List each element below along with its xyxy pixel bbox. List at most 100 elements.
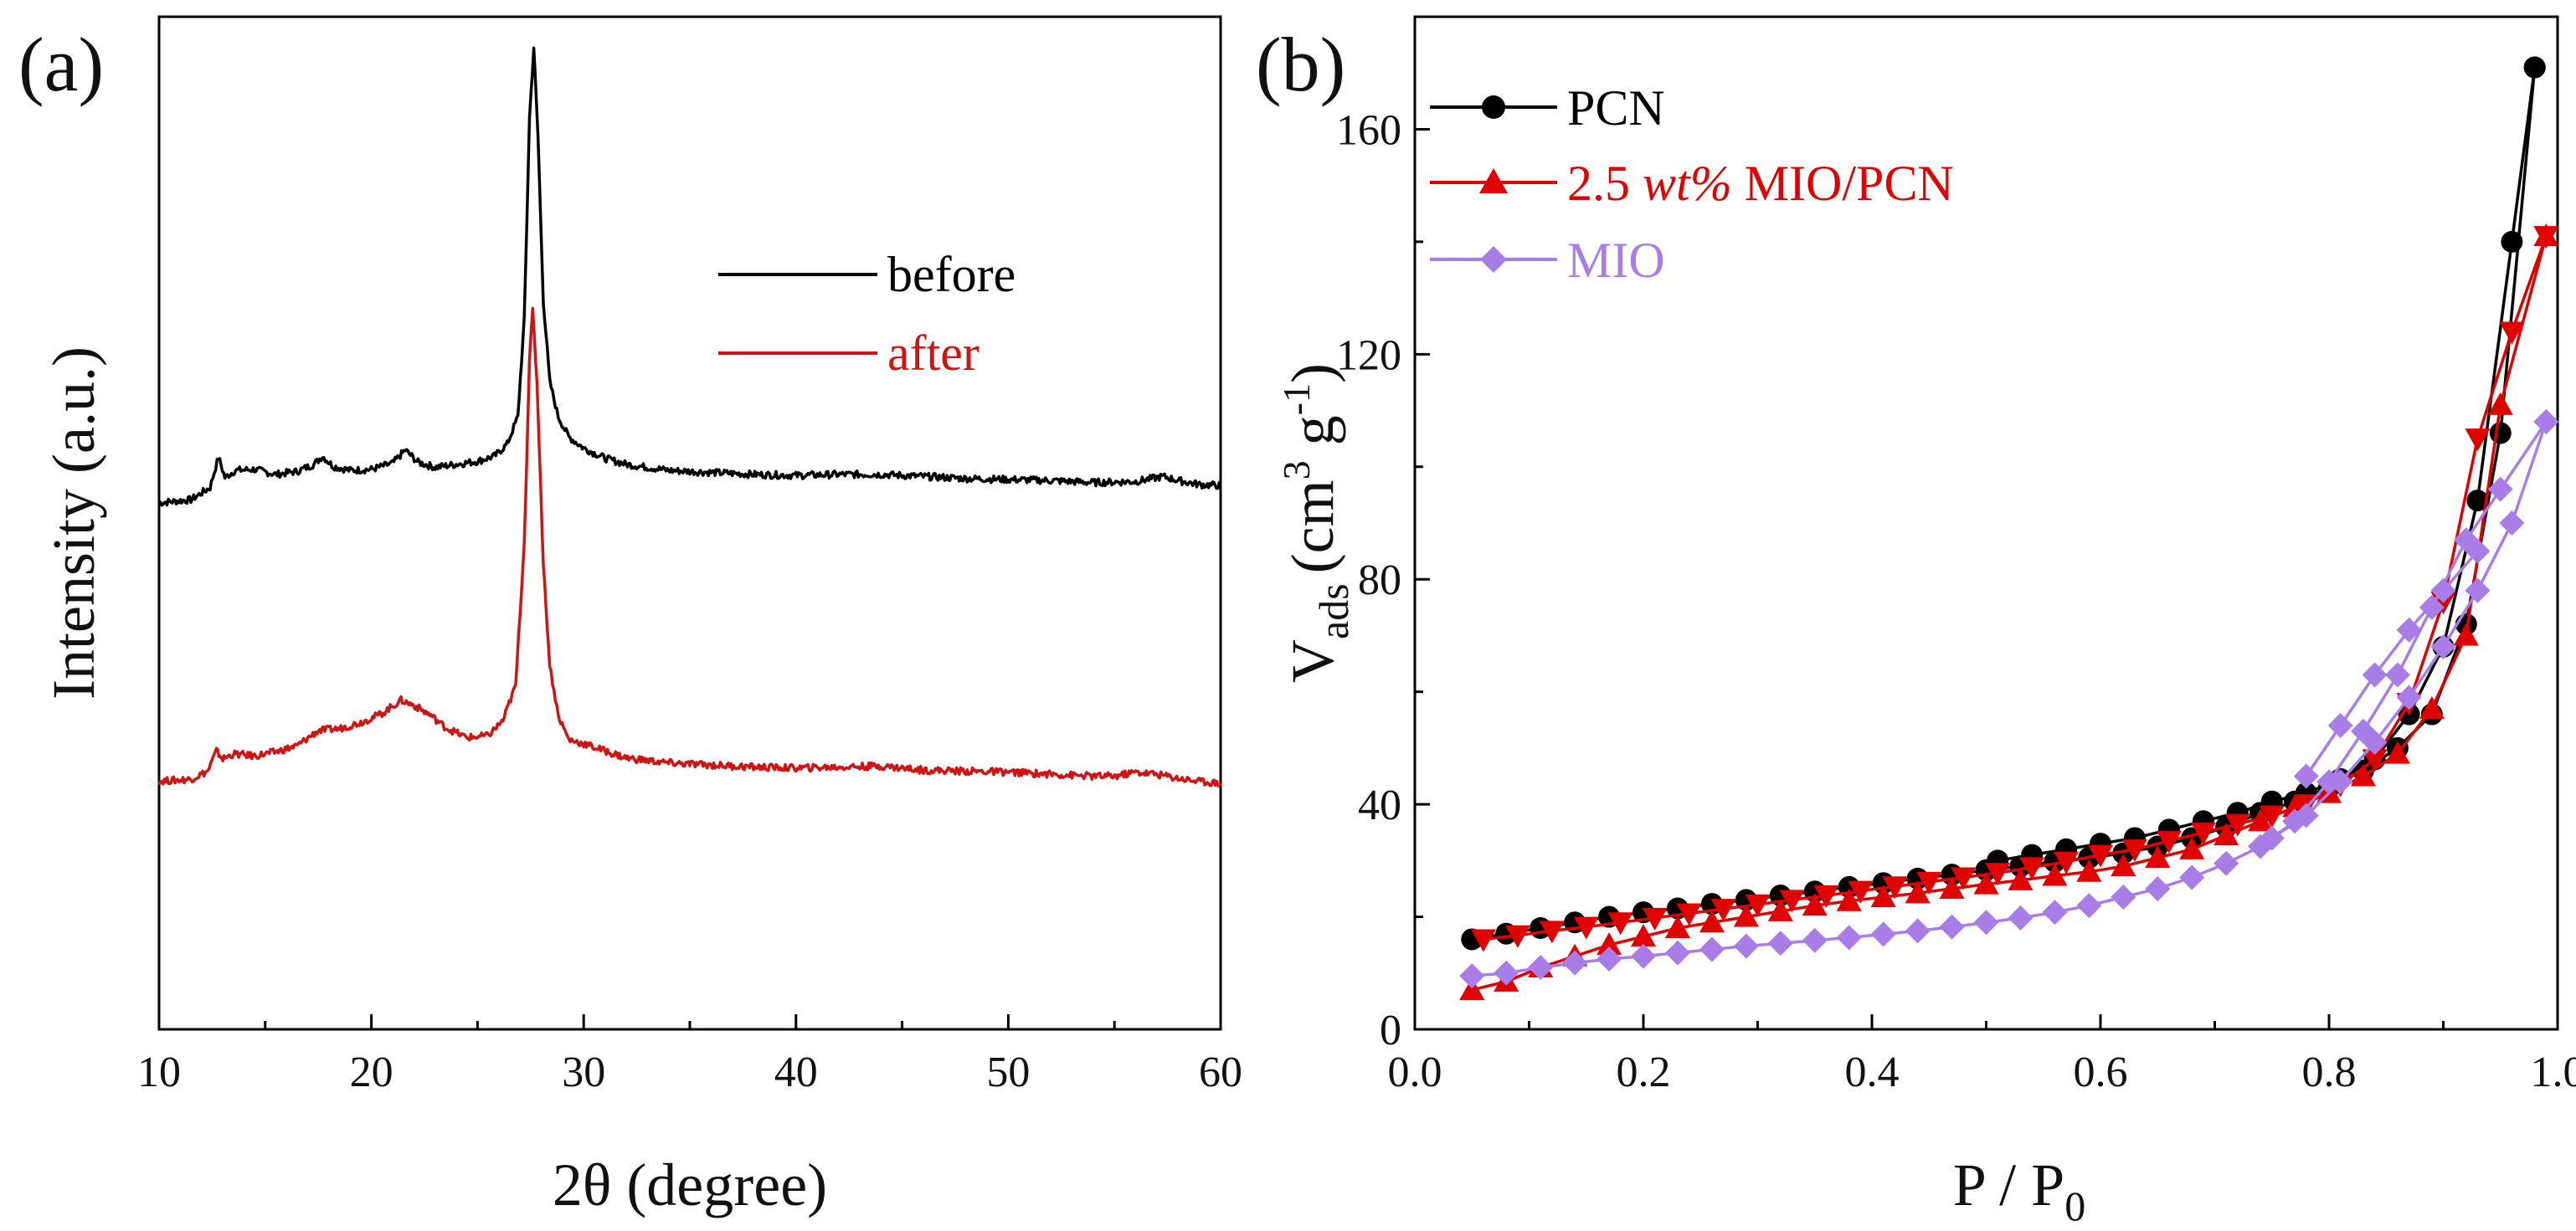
isotherm-desorption-point [2327,713,2353,738]
panel-a-ylabel: Intensity (a.u.) [40,346,107,700]
panel-b-label: (b) [1256,22,1345,107]
isotherm-desorption-point [2259,825,2285,851]
isotherm-adsorption-point [2419,594,2445,620]
isotherm-adsorption-point [2008,905,2034,931]
isotherm-adsorption-point [2487,476,2513,502]
legend-pcn-marker [1482,95,1505,119]
isotherm-desorption-point [2293,763,2319,789]
panel-b-xtick-label: 0.6 [2074,1049,2128,1096]
panel-b-xtick-label: 0.8 [2302,1049,2357,1096]
xrd-line-after [157,306,1222,787]
legend-mio-pcn: 2.5 wt% MIO/PCN [1430,156,1954,211]
isotherm-desorption-point [1848,880,1874,904]
isotherm-adsorption-point [2145,844,2171,868]
isotherm-desorption-point [2156,830,2182,854]
isotherm-desorption-point [2224,813,2250,837]
isotherm-adsorption-point [2008,867,2034,890]
isotherm-desorption-point [2465,538,2491,564]
isotherm-desorption-point [1882,876,1908,900]
isotherm-adsorption-point [2179,864,2205,890]
legend-mio-pcn-prefix: 2.5 [1567,156,1643,211]
isotherm-desorption-point [1607,912,1633,936]
legend-mio-pcn-italic: wt% [1643,156,1732,211]
isotherm-adsorption-point [2042,863,2068,886]
legend-pcn-label: PCN [1567,80,1665,136]
isotherm-desorption-point [2466,490,2489,512]
panel-a-legend: before after [718,247,1015,381]
isotherm-adsorption-point [2111,885,2136,910]
isotherm-adsorption-point [1733,933,1759,959]
isotherm-adsorption-point [2042,900,2068,926]
panel-b-ylabel-sub: ads [1310,583,1357,639]
isotherm-adsorption-point [1664,940,1690,966]
isotherm-adsorption-point [1939,914,1965,940]
isotherm-desorption-point [1710,899,1736,922]
isotherm-desorption-point [2362,662,2388,688]
panel-a-ticks: 10 20 30 40 50 60 [137,1014,1242,1096]
isotherm-adsorption-point [2076,893,2102,919]
isotherm-desorption-point [2293,803,2319,828]
panel-b-ytick-label: 120 [1336,331,1401,379]
panel-b-legend: PCN 2.5 wt% MIO/PCN MIO [1430,80,1954,288]
panel-a-series [157,46,1222,787]
panel-b-ytick-label: 80 [1358,557,1401,604]
isotherm-desorption-point [2088,844,2113,868]
isotherm-desorption-point [2465,428,2491,452]
isotherm-adsorption-point [2384,741,2410,764]
isotherm-adsorption-point [2350,763,2376,787]
panel-b-ylabel: Vads (cm3 g-1) [1275,363,1357,683]
panel-b-ylabel-unit-sup: 3 [1275,460,1318,480]
isotherm-adsorption-point [1767,898,1793,921]
isotherm-adsorption-point [2453,623,2479,646]
isotherm-adsorption-point [1631,943,1656,969]
isotherm-adsorption-point [2419,695,2445,719]
panel-a-xtick-label: 60 [1199,1049,1242,1096]
panel-b-xlabel-main: P / P [1953,1151,2064,1218]
isotherm-adsorption-point [1767,931,1793,957]
panel-a-xtick-label: 20 [350,1049,393,1096]
panel-a-xtick-label: 40 [774,1049,818,1096]
isotherm-adsorption-point [1562,950,1588,976]
panel-b-xtick-label: 1.0 [2531,1049,2576,1096]
isotherm-desorption-point [2501,230,2523,253]
panel-b-ytick-label: 40 [1358,782,1401,829]
panel-b-ylabel-close: ) [1279,363,1346,383]
legend-mio: MIO [1430,233,1665,288]
panel-a: (a) 10 20 30 40 50 60 2θ (degree) Intensity (… [18,15,1242,1218]
panel-a-xtick-label: 50 [986,1049,1030,1096]
panel-b-ylabel-g-sup: -1 [1275,383,1318,415]
isotherm-adsorption-point [1631,924,1656,947]
isotherm-adsorption-point [2111,854,2136,877]
legend-before-label: before [887,247,1015,302]
isotherm-desorption-point [1676,903,1702,926]
isotherm-adsorption-point [1802,893,1828,916]
isotherm-adsorption-point [1459,977,1485,1000]
isotherm-desorption-point [2259,805,2285,828]
isotherm-adsorption-point [1664,916,1690,938]
isotherm-adsorption-point [1459,963,1485,989]
isotherm-desorption-point [2019,857,2045,880]
isotherm-desorption-point [2465,577,2491,603]
isotherm-adsorption-point [1802,927,1828,953]
panel-b-ylabel-v: V [1279,639,1346,683]
isotherm-adsorption-point [1528,955,1554,981]
isotherm-adsorption-point [2214,823,2239,846]
isotherm-desorption-point [2533,226,2559,249]
legend-mio-pcn-label: 2.5 wt% MIO/PCN [1567,156,1954,211]
isotherm-adsorption-point [1870,885,1896,908]
isotherm-adsorption-point [1597,946,1622,972]
isotherm-desorption-point [1779,890,1805,913]
isotherm-desorption-point [2396,685,2422,710]
panel-b-xlabel: P / P0 [1953,1151,2085,1229]
isotherm-adsorption-point [2179,836,2205,859]
isotherm-adsorption-point [1699,910,1725,933]
isotherm-adsorption-point [1973,871,1999,895]
isotherm-adsorption-point [2489,422,2512,444]
isotherm-desorption-point [2362,730,2388,756]
isotherm-adsorption-point [2248,808,2274,832]
legend-after-label: after [887,326,979,381]
isotherm-adsorption-point [2145,875,2171,901]
isotherm-desorption-point [1745,894,1771,917]
isotherm-desorption-point [2362,749,2388,772]
